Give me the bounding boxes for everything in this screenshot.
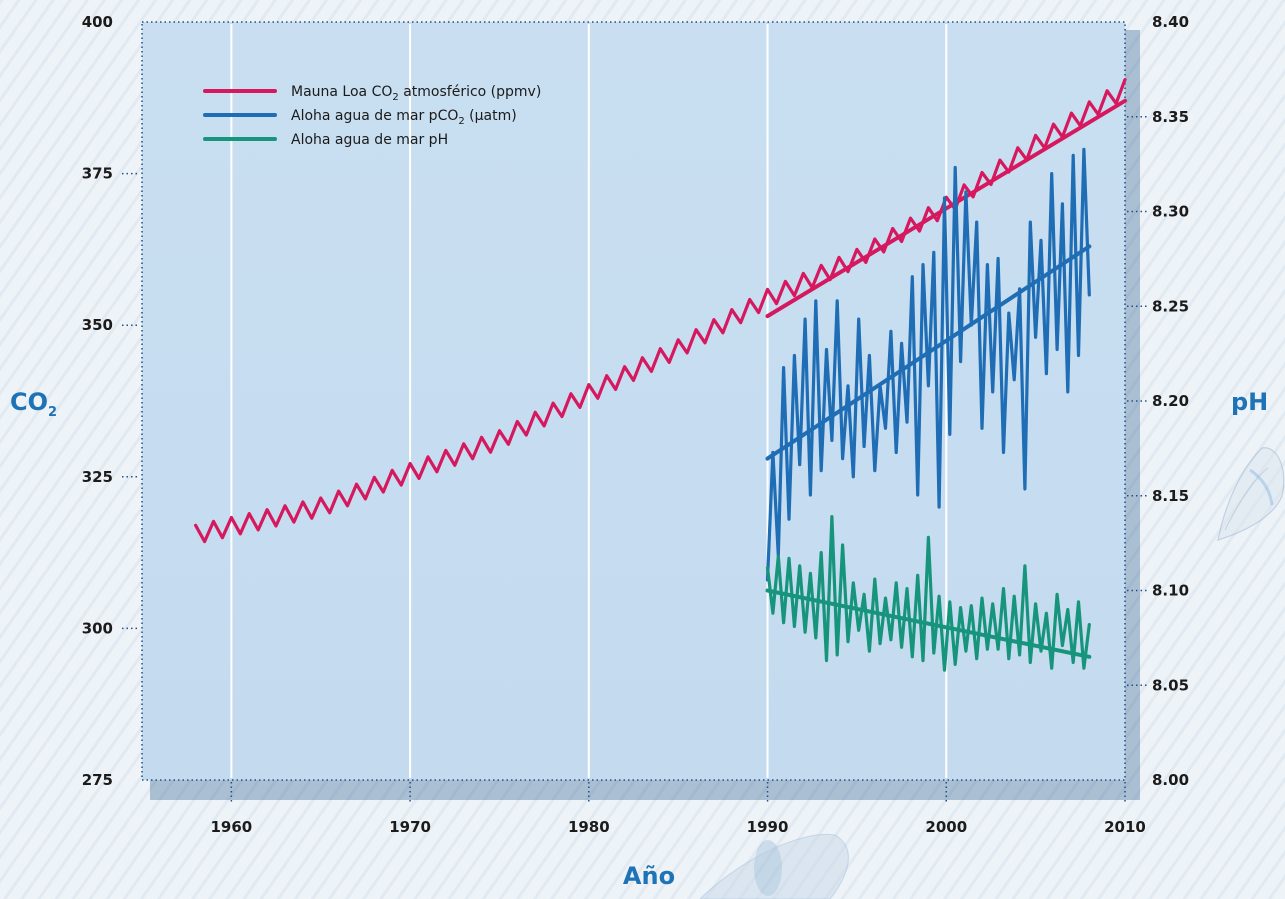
plot-area bbox=[141, 21, 1126, 781]
legend-label-sub: 2 bbox=[392, 92, 398, 103]
legend-label-1: Aloha agua de mar pCO2 (µatm) bbox=[291, 108, 517, 127]
y-right-tick-label: 8.30 bbox=[1152, 203, 1189, 221]
legend-label-0: Mauna Loa CO2 atmosférico (ppmv) bbox=[291, 84, 541, 103]
axes: 1960 1970 1980 1990 2000 2010 275 300 325 350 375 4… bbox=[82, 13, 1189, 836]
legend-label-main: Mauna Loa CO bbox=[291, 84, 392, 100]
series-layer bbox=[194, 78, 1127, 672]
y-axis-right-title: pH bbox=[1231, 388, 1268, 416]
y-left-tick-label: 400 bbox=[82, 13, 113, 31]
y-axis-left-title-sub: 2 bbox=[48, 405, 57, 420]
legend-label-rest: atmosférico (ppmv) bbox=[399, 84, 542, 100]
y-axis-left-title-main: CO bbox=[10, 388, 48, 416]
y-left-tick-label: 300 bbox=[82, 619, 113, 637]
y-right-tick-label: 8.35 bbox=[1152, 108, 1189, 126]
x-tick-label: 1970 bbox=[389, 818, 431, 836]
y-right-tick-label: 8.05 bbox=[1152, 676, 1189, 694]
x-tick-label: 2000 bbox=[925, 818, 967, 836]
y-right-tick-label: 8.20 bbox=[1152, 392, 1189, 410]
legend-label-main: Aloha agua de mar pCO bbox=[291, 108, 458, 124]
legend-label-2: Aloha agua de mar pH bbox=[291, 132, 448, 148]
x-axis-title: Año bbox=[623, 862, 675, 890]
x-tick-label: 2010 bbox=[1104, 818, 1146, 836]
y-axis-left-title: CO2 bbox=[10, 388, 57, 420]
y-right-tick-label: 8.40 bbox=[1152, 13, 1189, 31]
y-right-tick-label: 8.00 bbox=[1152, 771, 1189, 789]
decorative-shell-icon bbox=[1217, 447, 1285, 541]
y-left-tick-label: 350 bbox=[82, 316, 113, 334]
series-line-3 bbox=[765, 244, 1092, 461]
legend-label-rest: (µatm) bbox=[465, 108, 517, 124]
legend-label-sub: 2 bbox=[458, 116, 464, 127]
y-left-tick-label: 375 bbox=[82, 165, 113, 183]
y-left-tick-label: 325 bbox=[82, 468, 113, 486]
x-tick-label: 1960 bbox=[210, 818, 252, 836]
x-tick-label: 1980 bbox=[568, 818, 610, 836]
decorative-pteropod-icon bbox=[699, 833, 849, 899]
x-tick-label: 1990 bbox=[747, 818, 789, 836]
y-left-tick-label: 275 bbox=[82, 771, 113, 789]
series-line-4 bbox=[765, 515, 1091, 672]
y-right-tick-label: 8.15 bbox=[1152, 487, 1189, 505]
legend-label-main: Aloha agua de mar pH bbox=[291, 132, 448, 148]
y-right-tick-label: 8.25 bbox=[1152, 297, 1189, 315]
y-right-tick-label: 8.10 bbox=[1152, 582, 1189, 600]
series-line-2 bbox=[765, 147, 1091, 582]
series-line-5 bbox=[765, 588, 1092, 659]
legend: Mauna Loa CO2 atmosférico (ppmv)Aloha ag… bbox=[203, 84, 541, 148]
